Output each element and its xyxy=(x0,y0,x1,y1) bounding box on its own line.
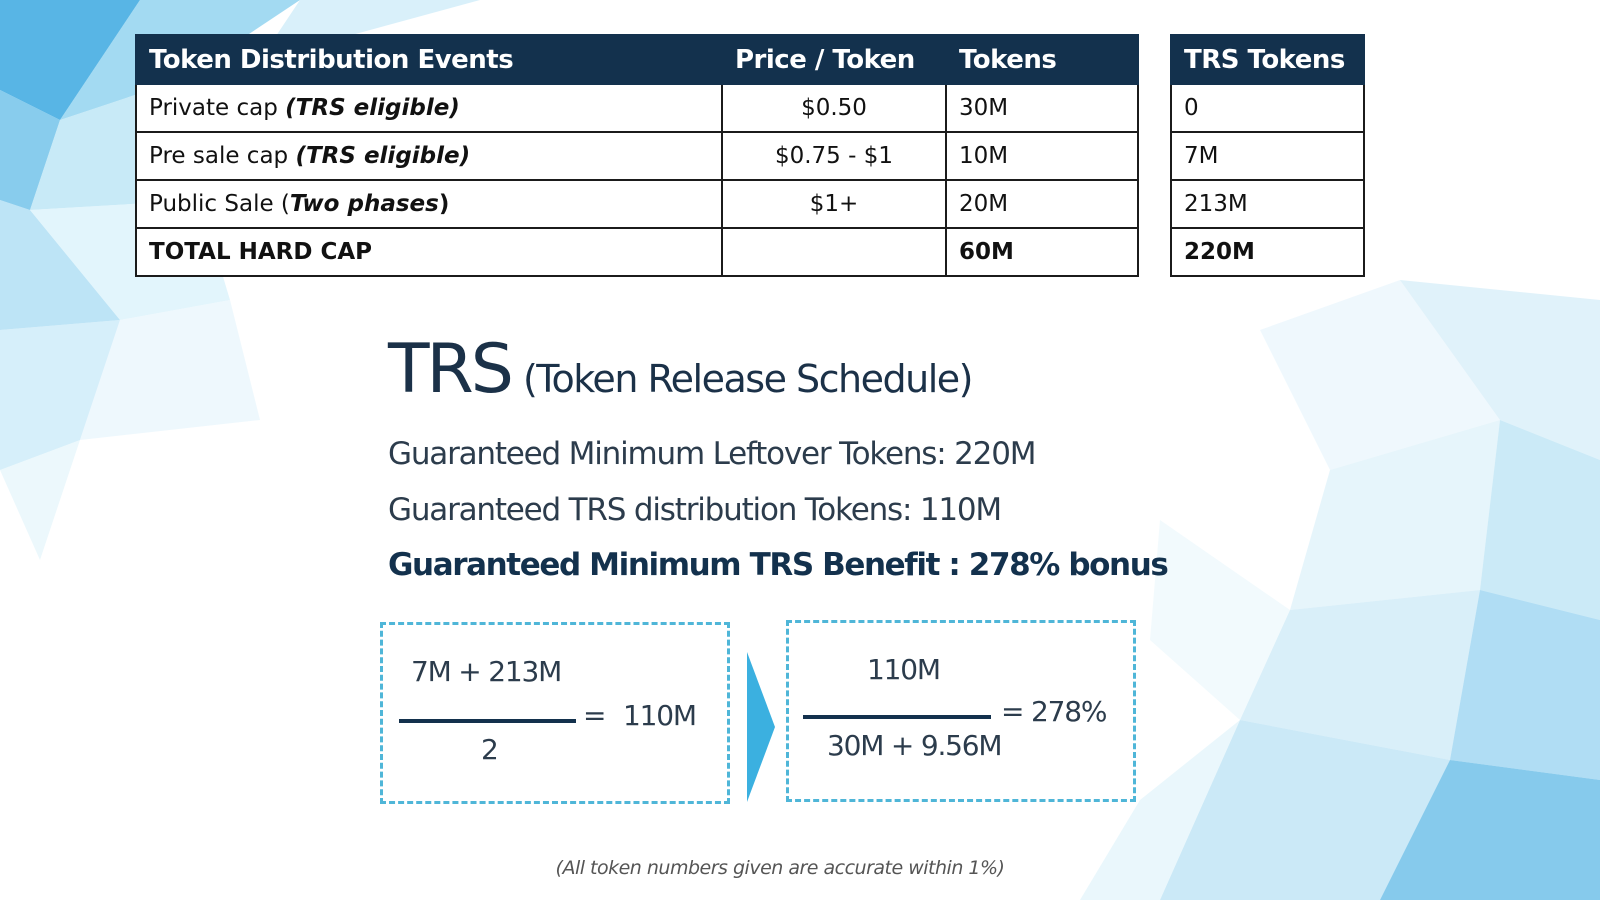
equals-sign: = xyxy=(583,699,606,732)
formula-result: 110M xyxy=(623,699,697,732)
header-events: Token Distribution Events xyxy=(135,34,723,85)
equals-sign: = xyxy=(1001,695,1024,728)
footnote: (All token numbers given are accurate wi… xyxy=(555,857,1005,879)
fraction-bar xyxy=(399,719,576,723)
event-cell: Private cap (TRS eligible) xyxy=(135,83,723,133)
price-cell: $0.75 - $1 xyxy=(721,131,947,181)
fraction-bar xyxy=(803,715,991,719)
trs-benefit-text: Guaranteed Minimum TRS Benefit : 278% bo… xyxy=(388,547,1169,583)
formula-numerator: 110M xyxy=(867,653,941,686)
tokens-cell: 30M xyxy=(945,83,1139,133)
table-row: 0 xyxy=(1170,83,1365,133)
event-cell: Pre sale cap (TRS eligible) xyxy=(135,131,723,181)
total-row: TOTAL HARD CAP 60M xyxy=(135,227,1139,277)
formula-denominator: 30M + 9.56M xyxy=(827,729,1003,762)
total-price xyxy=(721,227,947,277)
tokens-cell: 20M xyxy=(945,179,1139,229)
trs-cell: 7M xyxy=(1170,131,1365,181)
total-tokens: 60M xyxy=(945,227,1139,277)
tokens-cell: 10M xyxy=(945,131,1139,181)
price-cell: $0.50 xyxy=(721,83,947,133)
chevron-right-icon xyxy=(747,652,775,802)
trs-cell: 0 xyxy=(1170,83,1365,133)
header-price: Price / Token xyxy=(721,34,947,85)
distribution-table: Token Distribution Events Price / Token … xyxy=(135,34,1139,277)
formula-box-percentage: 110M 30M + 9.56M = 278% xyxy=(786,620,1136,802)
table-row: 213M xyxy=(1170,179,1365,229)
leftover-tokens-text: Guaranteed Minimum Leftover Tokens: 220M xyxy=(388,436,1036,472)
table-row: Public Sale (Two phases) $1+ 20M xyxy=(135,179,1139,229)
table-row: Pre sale cap (TRS eligible) $0.75 - $1 1… xyxy=(135,131,1139,181)
total-row: 220M xyxy=(1170,227,1365,277)
table-header-row: TRS Tokens xyxy=(1170,34,1365,85)
event-cell: Public Sale (Two phases) xyxy=(135,179,723,229)
formula-result: 278% xyxy=(1031,695,1107,728)
table-header-row: Token Distribution Events Price / Token … xyxy=(135,34,1139,85)
price-cell: $1+ xyxy=(721,179,947,229)
trs-tokens-table: TRS Tokens 0 7M 213M 220M xyxy=(1170,34,1365,277)
formula-box-average: 7M + 213M 2 = 110M xyxy=(380,622,730,804)
distribution-tokens-text: Guaranteed TRS distribution Tokens: 110M xyxy=(388,492,1002,528)
table-row: Private cap (TRS eligible) $0.50 30M xyxy=(135,83,1139,133)
formula-denominator: 2 xyxy=(481,733,499,766)
header-tokens: Tokens xyxy=(945,34,1139,85)
total-label: TOTAL HARD CAP xyxy=(135,227,723,277)
trs-cell: 213M xyxy=(1170,179,1365,229)
trs-heading: TRS (Token Release Schedule) xyxy=(388,330,974,409)
trs-subtitle: (Token Release Schedule) xyxy=(522,357,974,401)
table-row: 7M xyxy=(1170,131,1365,181)
header-trs-tokens: TRS Tokens xyxy=(1170,34,1365,85)
formula-numerator: 7M + 213M xyxy=(411,655,562,688)
trs-title: TRS xyxy=(388,330,514,409)
trs-total: 220M xyxy=(1170,227,1365,277)
